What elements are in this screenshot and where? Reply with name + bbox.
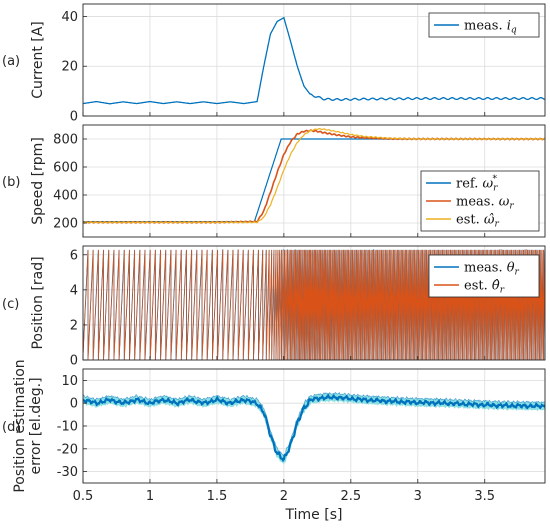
- x-axis-label: Time [s]: [285, 507, 343, 523]
- legend-entry-1: meas. ωr: [456, 195, 514, 212]
- plot-area: [83, 248, 545, 360]
- panel-2: 200 400 600 800 Speed [rpm] (b) ref. ωr*meas. …: [2, 124, 546, 238]
- panel-tag: (c): [2, 297, 19, 312]
- legend: meas. iq: [428, 12, 540, 38]
- panel-1: 0 20 40 Current [A] (a) meas. iq: [2, 3, 546, 125]
- y-tick-label-3: 800: [53, 133, 78, 148]
- series-line-1: [83, 249, 545, 360]
- y-tick-label-1: 2: [70, 318, 78, 333]
- legend-entry-0: ref. ωr*: [456, 175, 498, 194]
- y-tick-label-3: 6: [70, 248, 78, 263]
- error-band-edge: [83, 391, 545, 458]
- legend-entry-1: est. θ̂r: [464, 279, 505, 296]
- series-line-iq: [83, 16, 545, 105]
- y-tick-label-2: 600: [53, 161, 78, 176]
- x-tick-label-3: 2: [280, 489, 288, 504]
- y-tick-label-0: 0: [70, 354, 78, 369]
- y-tick-label-1: 400: [53, 189, 78, 204]
- panel-tag: (a): [2, 54, 20, 69]
- axes-frame: [82, 245, 546, 361]
- y-tick-label-4: 10: [61, 374, 78, 389]
- y-tick-label-0: -30: [57, 465, 78, 480]
- legend-entry-0: meas. θr: [464, 261, 520, 278]
- axes-frame: [82, 3, 546, 117]
- x-tick-label-1: 1: [146, 489, 154, 504]
- series-line-2: [83, 127, 545, 224]
- y-tick-label-3: 0: [70, 397, 78, 412]
- plot-area: [83, 16, 545, 105]
- y-tick-label-0: 200: [53, 217, 78, 232]
- y-tick-label-2: 40: [61, 10, 78, 25]
- y-tick-label-1: -20: [57, 442, 78, 457]
- x-tick-label-0: 0.5: [73, 489, 94, 504]
- y-axis-label-line-1: error [el.deg.]: [28, 377, 44, 474]
- legend-entry-2: est. ω̂r: [456, 213, 499, 230]
- axes-frame: [82, 124, 546, 238]
- legend-entry-0: meas. iq: [464, 19, 517, 36]
- error-band: [83, 392, 545, 465]
- x-tick-label-5: 3: [414, 489, 422, 504]
- y-tick-label-1: 20: [61, 60, 78, 75]
- x-tick-label-6: 3.5: [474, 489, 495, 504]
- series-line-error: [83, 393, 545, 463]
- panel-4: -30 -20 -10 0 10 0.5 1 1.5 2 2.5 3 3.5 Time [s] Posit…: [2, 359, 546, 523]
- x-tick-label-2: 1.5: [207, 489, 228, 504]
- plot-area: [83, 391, 545, 465]
- y-axis-label: Speed [rpm]: [30, 137, 46, 225]
- legend-box: [428, 254, 540, 298]
- y-tick-label-2: -10: [57, 420, 78, 435]
- y-tick-label-0: 0: [70, 110, 78, 125]
- y-tick-label-2: 4: [70, 283, 78, 298]
- panel-tag: (b): [2, 175, 20, 190]
- x-tick-label-4: 2.5: [340, 489, 361, 504]
- plot-area: [83, 127, 545, 224]
- y-axis-label: Position [rad]: [30, 256, 46, 349]
- y-axis-label: Current [A]: [30, 21, 46, 99]
- y-axis-label-line-0: Position estimation: [12, 359, 28, 492]
- panel-tag: (d): [2, 420, 20, 435]
